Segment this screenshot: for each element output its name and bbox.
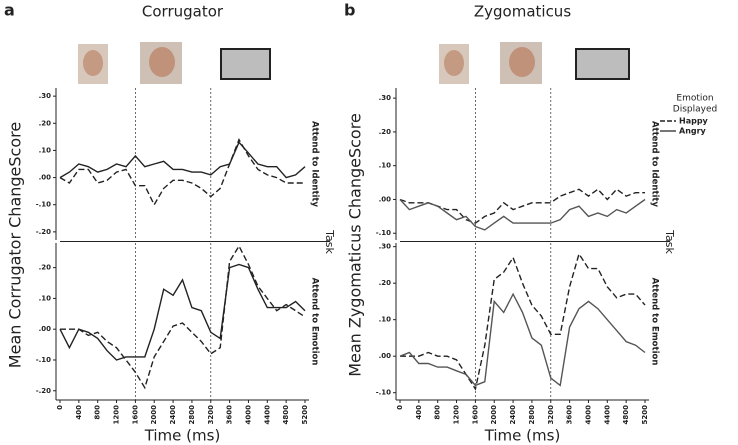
y-tick-label: .10 (39, 294, 52, 302)
x-tick-label: 3200 (207, 405, 215, 425)
y-tick-label: .00 (379, 195, 392, 203)
y-tick-label: -.10 (36, 356, 51, 364)
x-tick-label: 0 (56, 405, 64, 410)
y-tick-label: .00 (379, 352, 392, 360)
blank-screen (220, 48, 271, 80)
series-line (59, 137, 305, 207)
y-tick-label: .10 (39, 146, 52, 154)
y-axis-label: Mean Corrugator ChangeScore (6, 122, 25, 368)
x-tick-label: 5200 (301, 405, 309, 425)
x-tick-label: 1600 (471, 405, 479, 425)
blank-screen (575, 48, 630, 80)
x-tick-label: 4800 (282, 405, 290, 425)
task-condition: Attend to Identity (650, 121, 660, 208)
face-shape (83, 50, 103, 76)
legend-title: Displayed (673, 105, 717, 115)
x-tick-label: 3200 (547, 405, 555, 425)
x-tick-label: 3600 (226, 405, 234, 425)
x-tick-label: 400 (75, 405, 83, 420)
y-tick-label: .10 (379, 162, 392, 170)
x-tick-label: 4000 (244, 405, 252, 425)
series-line (60, 244, 306, 390)
x-tick-label: 4000 (584, 405, 592, 425)
x-tick-label: 800 (434, 405, 442, 420)
series-line (59, 263, 306, 361)
panel-label: b (344, 1, 355, 20)
panel-label: a (4, 1, 15, 20)
y-tick-label: -.10 (36, 201, 51, 209)
y-tick-label: .00 (39, 325, 52, 333)
x-tick-label: 5200 (641, 405, 649, 425)
y-tick-label: .20 (379, 279, 392, 287)
x-axis-label: Time (ms) (144, 427, 221, 445)
face-shape (444, 50, 464, 76)
face-shape (149, 47, 175, 77)
x-tick-label: 4800 (622, 405, 630, 425)
x-tick-label: 800 (94, 405, 102, 420)
panel-title: Zygomaticus (474, 3, 571, 21)
y-tick-label: .20 (39, 119, 52, 127)
x-tick-label: 1200 (453, 405, 461, 425)
panel-title: Corrugator (142, 3, 224, 21)
y-tick-label: .20 (39, 264, 52, 272)
x-axis-label: Time (ms) (484, 427, 561, 445)
series-line (399, 188, 645, 224)
x-tick-label: 2400 (509, 405, 517, 425)
task-condition: Attend to Identity (310, 121, 320, 208)
y-tick-label: -.10 (376, 229, 391, 237)
x-tick-label: 2000 (150, 405, 158, 425)
y-tick-label: .30 (379, 94, 392, 102)
x-tick-label: 4400 (263, 405, 271, 425)
task-condition: Attend to Emotion (650, 278, 660, 366)
face-shape (509, 47, 535, 77)
task-condition: Attend to Emotion (310, 278, 320, 366)
y-tick-label: .00 (39, 174, 52, 182)
x-tick-label: 1600 (131, 405, 139, 425)
y-tick-label: .30 (379, 243, 392, 251)
x-tick-label: 0 (396, 405, 404, 410)
y-tick-label: .20 (379, 128, 392, 136)
legend-label: Happy (679, 117, 709, 126)
x-tick-label: 4400 (603, 405, 611, 425)
series-line (399, 292, 646, 387)
y-tick-label: -.20 (36, 228, 51, 236)
legend-title: Emotion (676, 94, 713, 104)
legend-label: Angry (679, 127, 707, 136)
series-line (400, 252, 646, 391)
y-tick-label: -.10 (376, 389, 391, 397)
stimulus-icons (78, 42, 630, 84)
series-line (59, 141, 306, 179)
x-tick-label: 2400 (169, 405, 177, 425)
y-axis-label: Mean Zygomaticus ChangeScore (346, 113, 365, 377)
x-tick-label: 1200 (113, 405, 121, 425)
y-tick-label: -.20 (36, 387, 51, 395)
x-tick-label: 3600 (566, 405, 574, 425)
x-tick-label: 2800 (528, 405, 536, 425)
series-line (399, 198, 646, 231)
y-tick-label: .10 (379, 316, 392, 324)
x-tick-label: 2000 (490, 405, 498, 425)
x-tick-label: 2800 (188, 405, 196, 425)
y-tick-label: .30 (39, 92, 52, 100)
x-tick-label: 400 (415, 405, 423, 420)
